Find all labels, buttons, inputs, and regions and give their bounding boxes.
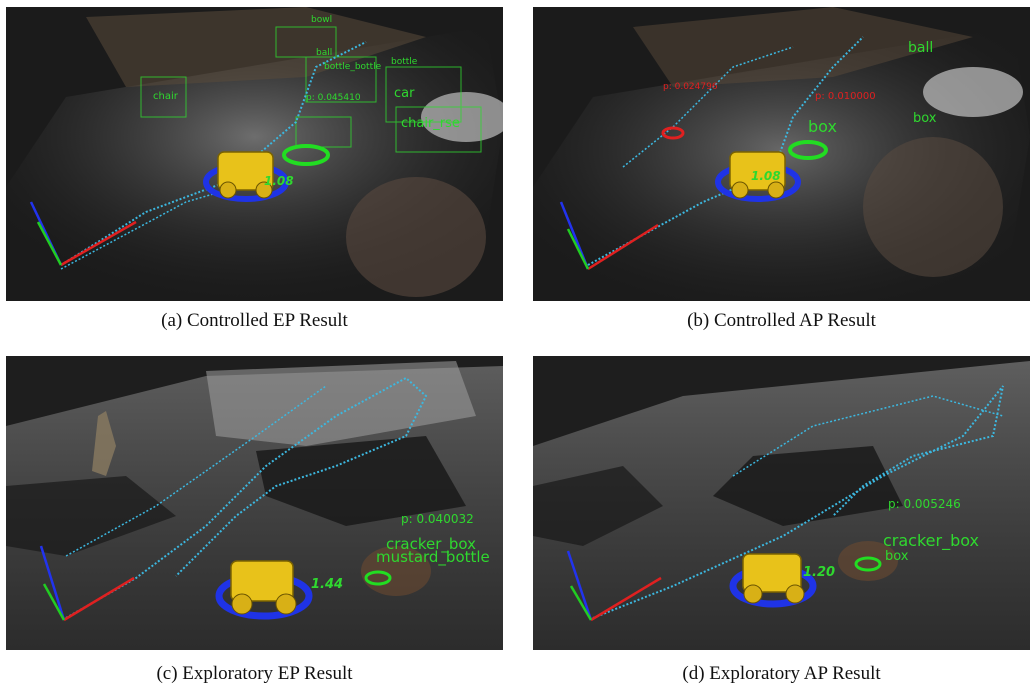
object-label: bottle <box>391 57 418 67</box>
panel-exploratory-ep: 1.44 p: 0.040032 cracker_box mustard_bot… <box>6 356 503 650</box>
axis-z <box>566 550 593 621</box>
object-label: mustard_bottle <box>376 548 490 567</box>
object-label: bottle_bottle <box>324 62 382 72</box>
detection-boxes <box>140 26 482 153</box>
distance-label: 1.20 <box>803 565 835 580</box>
caption-c: (c) Exploratory EP Result <box>156 663 353 684</box>
robot-icon <box>742 553 802 593</box>
shadow-region <box>713 446 903 526</box>
object-label: chair <box>153 91 179 102</box>
target-ring <box>364 570 392 586</box>
shelf-cloud <box>633 7 973 87</box>
axis-x <box>60 220 137 267</box>
robot-icon <box>230 560 294 602</box>
probability-label: p: 0.005246 <box>888 497 961 511</box>
object-label: box <box>808 117 837 136</box>
robot-icon <box>217 151 274 191</box>
point-cloud-view-a: 1.08 chair car chair_rse bottle ball bot… <box>6 7 503 301</box>
axis-y <box>42 583 66 621</box>
axis-x <box>63 576 135 622</box>
shadow-region <box>256 436 466 526</box>
trajectory-path <box>587 36 864 266</box>
axis-z <box>39 545 66 621</box>
object-label: ball <box>316 48 332 58</box>
distance-label: 1.08 <box>264 174 294 188</box>
point-cloud-view-b: 1.08 ball box box p: 0.024796 p: 0.01000… <box>533 7 1030 301</box>
object-label: box <box>885 549 909 564</box>
trajectory-path <box>592 385 1004 619</box>
caption-b: (b) Controlled AP Result <box>687 310 876 331</box>
object-label: ball <box>908 40 933 56</box>
target-ring <box>854 556 882 572</box>
object-label: cracker_box <box>883 531 979 551</box>
trajectory-path <box>60 41 367 266</box>
panel-exploratory-ap: 1.20 p: 0.005246 cracker_box box <box>533 356 1030 650</box>
probability-label: p: 0.040032 <box>401 512 474 526</box>
point-cloud-view-d: 1.20 p: 0.005246 cracker_box box <box>533 356 1030 650</box>
shelf-cloud <box>86 7 426 87</box>
object-label: chair_rse <box>401 116 460 131</box>
object-label: car <box>394 86 415 101</box>
object-label: cracker_box <box>386 535 476 554</box>
caption-d: (d) Exploratory AP Result <box>682 663 881 684</box>
panel-controlled-ep: 1.08 chair car chair_rse bottle ball bot… <box>6 7 503 301</box>
trajectory-path <box>65 376 428 619</box>
panel-controlled-ap: 1.08 ball box box p: 0.024796 p: 0.01000… <box>533 7 1030 301</box>
object-label: box <box>913 111 937 126</box>
point-cloud-view-c: 1.44 p: 0.040032 cracker_box mustard_bot… <box>6 356 503 650</box>
distance-label: 1.08 <box>751 169 781 183</box>
distance-label: 1.44 <box>311 577 343 592</box>
target-ring <box>282 144 330 166</box>
robot-icon <box>729 151 786 191</box>
probability-label: p: 0.045410 <box>306 93 361 103</box>
probability-label: p: 0.024796 <box>663 82 718 92</box>
object-label: bowl <box>311 15 332 25</box>
target-ring <box>788 140 828 160</box>
axis-x <box>590 576 662 622</box>
probability-label: p: 0.010000 <box>815 91 876 102</box>
axis-y <box>569 585 593 621</box>
caption-a: (a) Controlled EP Result <box>161 310 348 331</box>
candidate-marker <box>661 126 685 140</box>
axis-x <box>587 223 659 271</box>
axis-y <box>36 221 63 266</box>
axis-y <box>566 228 590 270</box>
